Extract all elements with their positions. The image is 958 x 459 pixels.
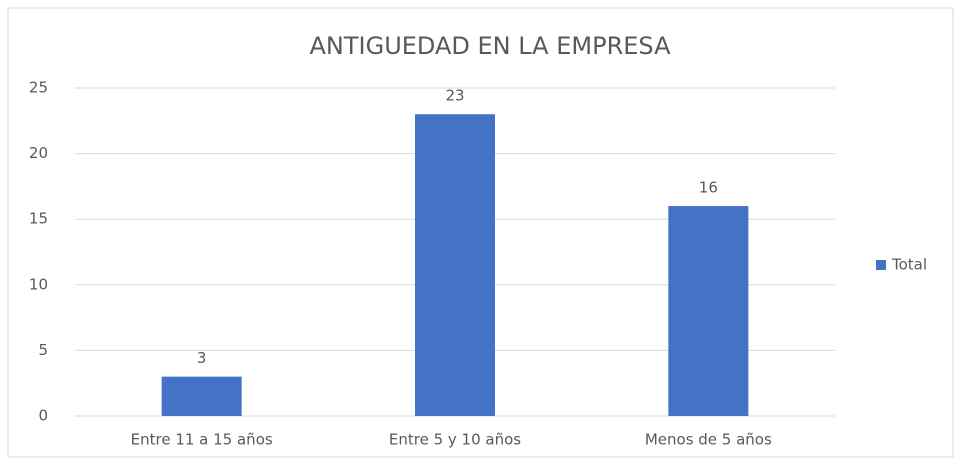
x-tick-label: Menos de 5 años [645, 431, 772, 449]
y-tick-label: 15 [29, 210, 48, 228]
bar [415, 114, 495, 417]
legend-swatch [876, 260, 886, 270]
x-tick-label: Entre 5 y 10 años [389, 431, 521, 449]
y-tick-label: 0 [38, 407, 48, 425]
y-tick-label: 5 [38, 341, 48, 359]
x-tick-label: Entre 11 a 15 años [131, 431, 273, 449]
y-tick-label: 10 [29, 275, 48, 293]
legend-label: Total [891, 256, 927, 274]
chart-title: ANTIGUEDAD EN LA EMPRESA [309, 32, 671, 60]
y-tick-label: 20 [29, 144, 48, 162]
bar [668, 206, 749, 416]
data-label: 16 [699, 179, 718, 197]
data-label: 3 [197, 349, 207, 367]
data-label: 23 [445, 87, 464, 105]
bar [161, 376, 242, 416]
y-tick-label: 25 [29, 79, 48, 97]
